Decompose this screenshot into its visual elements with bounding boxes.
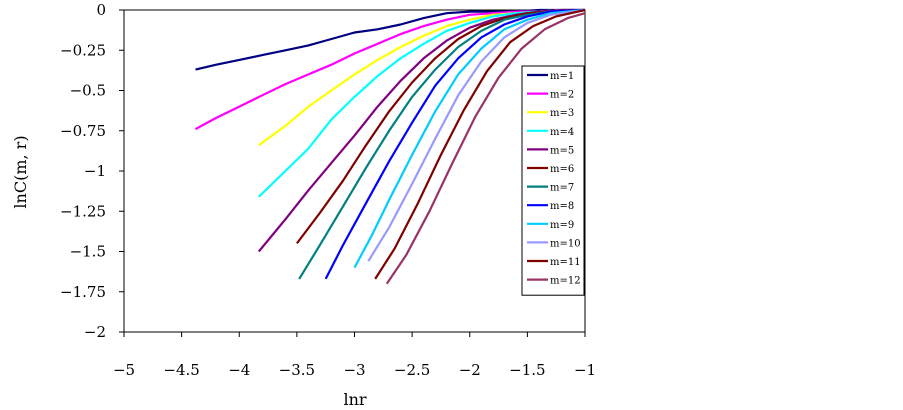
series-line-m-9 — [353, 8, 586, 269]
legend-label: m=8 — [550, 201, 574, 212]
series-line-m-6 — [296, 8, 586, 245]
legend-label: m=1 — [550, 71, 574, 82]
x-tick-label: −5 — [113, 361, 135, 379]
series-line-m-12 — [385, 12, 586, 285]
y-tick-label: −2 — [84, 323, 106, 341]
y-tick-label: −1 — [84, 162, 106, 180]
x-tick-label: −4 — [228, 361, 250, 379]
plot-area: −5 −4.5 −4 −3.5 −3 −2.5 −2 −1.5 −1 0 −0.25 −0.5 −0.7… — [60, 1, 596, 379]
y-tick-label: −0.75 — [60, 122, 106, 140]
series-lines — [194, 8, 586, 285]
x-tick-label: −2.5 — [394, 361, 430, 379]
legend-label: m=9 — [550, 220, 574, 231]
legend-label: m=10 — [550, 238, 581, 249]
legend-box — [521, 65, 585, 296]
series-line-m-2 — [194, 8, 585, 131]
x-tick-label: −1 — [574, 361, 596, 379]
series-line-m-8 — [324, 8, 586, 280]
legend-label: m=4 — [550, 127, 574, 138]
plot-frame — [123, 9, 586, 333]
legend: m=1 m=2 m=3 m=4 m=5 m=6 m=7 m=8 m=9 m=10 m=11 m=12 — [521, 65, 585, 296]
y-tick-label: −0.5 — [70, 82, 106, 100]
series-line-m-7 — [298, 8, 586, 280]
x-axis-title: lnr — [343, 390, 366, 409]
legend-label: m=3 — [550, 108, 574, 119]
x-tick-label: −1.5 — [509, 361, 545, 379]
legend-label: m=12 — [550, 276, 581, 287]
legend-label: m=2 — [550, 90, 574, 101]
y-tick-label: −1.5 — [70, 243, 106, 261]
y-tick-label: −1.75 — [60, 283, 106, 301]
y-axis-title: lnC(m, r) — [11, 135, 30, 208]
legend-label: m=7 — [550, 183, 574, 194]
legend-label: m=11 — [550, 257, 581, 268]
series-line-m-11 — [374, 8, 586, 280]
x-tick-label: −3.5 — [279, 361, 315, 379]
x-tick-label: −3 — [343, 361, 365, 379]
y-tick-label: −0.25 — [60, 41, 106, 59]
legend-label: m=6 — [550, 164, 574, 175]
legend-label: m=5 — [550, 145, 574, 156]
x-tick-label: −2 — [459, 361, 481, 379]
x-tick-label: −4.5 — [163, 361, 199, 379]
y-tick-label: 0 — [96, 1, 106, 19]
series-line-m-10 — [367, 8, 586, 262]
y-tick-label: −1.25 — [60, 202, 106, 220]
